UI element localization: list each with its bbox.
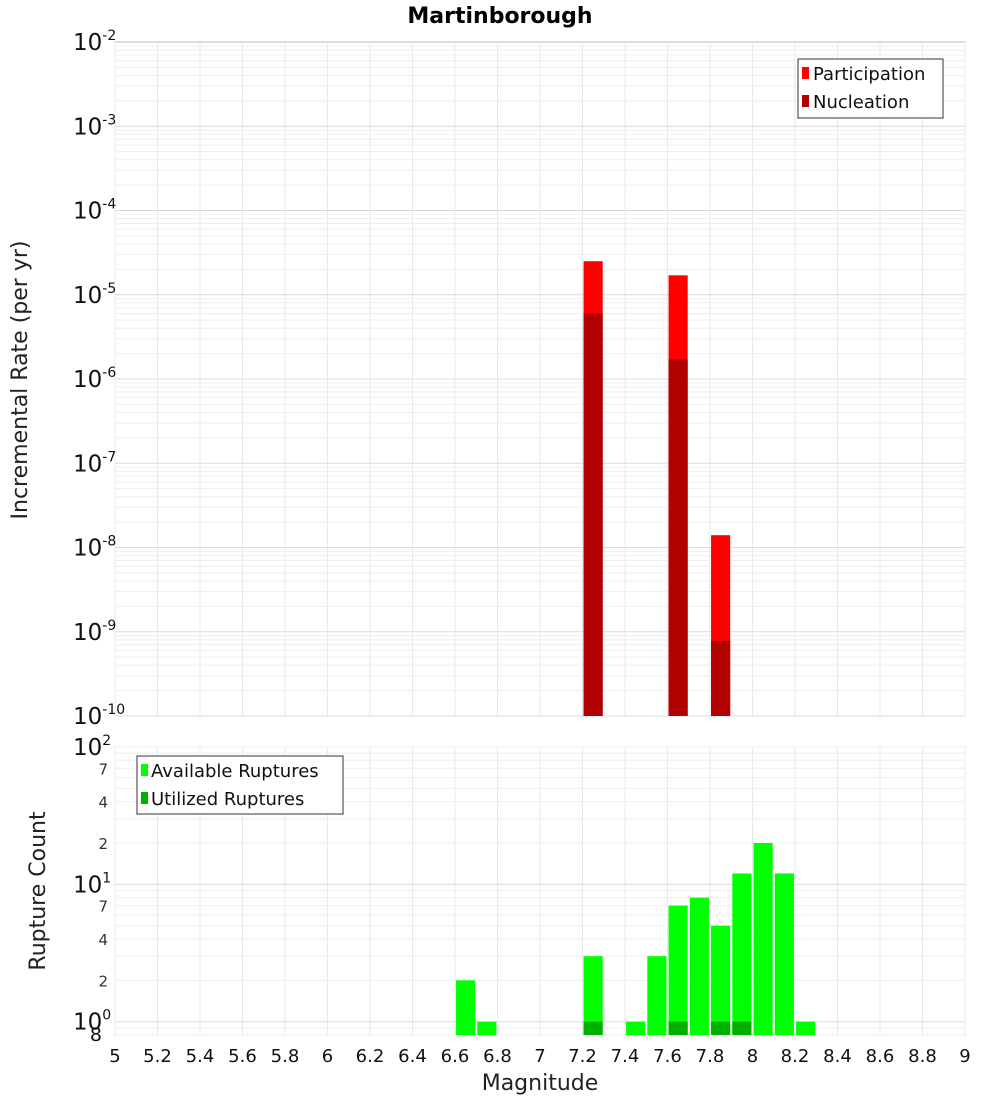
available-ruptures-bar bbox=[583, 956, 603, 1035]
x-tick-label: 6.6 bbox=[441, 1046, 470, 1067]
bottom-legend: Available Ruptures Utilized Ruptures bbox=[136, 755, 344, 815]
x-tick-label: 5.2 bbox=[143, 1046, 172, 1067]
top-y-ticks: 10-10 10-9 10-8 10-7 10-6 10-5 10-4 10-3 10-2 bbox=[73, 28, 125, 730]
x-tick-label: 8.2 bbox=[781, 1046, 810, 1067]
x-tick-label: 8.8 bbox=[908, 1046, 937, 1067]
bottom-y-tick-label: 100 bbox=[73, 1008, 111, 1036]
top-bars bbox=[583, 261, 731, 716]
available-ruptures-bar bbox=[689, 897, 709, 1035]
x-axis-label: Magnitude bbox=[482, 1071, 599, 1096]
top-y-tick-label: 10-9 bbox=[73, 618, 116, 646]
utilized-ruptures-bar bbox=[668, 1021, 688, 1035]
legend-available-swatch bbox=[141, 764, 148, 776]
x-tick-label: 5.6 bbox=[228, 1046, 257, 1067]
available-ruptures-bar bbox=[647, 956, 667, 1035]
bottom-y-axis-label: Rupture Count bbox=[26, 811, 51, 971]
available-ruptures-bar bbox=[796, 1021, 816, 1035]
top-chart: 10-10 10-9 10-8 10-7 10-6 10-5 10-4 10-3 10-2 In… bbox=[8, 28, 966, 730]
x-tick-label: 6.8 bbox=[483, 1046, 512, 1067]
legend-utilized-swatch bbox=[141, 792, 148, 804]
legend-participation-label: Participation bbox=[813, 64, 925, 85]
legend-participation-swatch bbox=[802, 67, 809, 79]
utilized-ruptures-bar bbox=[732, 1021, 752, 1035]
x-tick-label: 7.2 bbox=[568, 1046, 597, 1067]
x-tick-label: 6.2 bbox=[356, 1046, 385, 1067]
available-ruptures-bar bbox=[477, 1021, 497, 1035]
top-y-tick-label: 10-5 bbox=[73, 281, 116, 309]
x-tick-label: 7.6 bbox=[653, 1046, 682, 1067]
x-tick-label: 5.8 bbox=[271, 1046, 300, 1067]
x-tick-label: 9 bbox=[959, 1046, 970, 1067]
bottom-bars bbox=[456, 843, 816, 1035]
bottom-chart: 100 101 102 8 2 4 7 2 4 7 5 5.2 5.4 5.6 5.8 6 6.2 6.4 6.6… bbox=[26, 733, 971, 1096]
available-ruptures-bar bbox=[732, 873, 752, 1035]
top-y-tick-label: 10-7 bbox=[73, 449, 116, 477]
bottom-legend-box bbox=[136, 755, 344, 815]
legend-utilized-label: Utilized Ruptures bbox=[151, 789, 304, 810]
top-y-tick-label: 10-8 bbox=[73, 534, 116, 562]
utilized-ruptures-bar bbox=[583, 1021, 603, 1035]
available-ruptures-bar bbox=[456, 980, 476, 1035]
bottom-y-minor-tick-label: 2 bbox=[98, 835, 108, 853]
legend-available-label: Available Ruptures bbox=[151, 761, 319, 782]
bottom-x-ticks: 5 5.2 5.4 5.6 5.8 6 6.2 6.4 6.6 6.8 7 7.2 7.4 7.6 7.8 8… bbox=[109, 1046, 970, 1067]
top-y-tick-label: 10-3 bbox=[73, 112, 116, 140]
top-y-tick-label: 10-10 bbox=[73, 702, 125, 730]
x-tick-label: 7.4 bbox=[611, 1046, 640, 1067]
bottom-y-ticks: 100 101 102 8 2 4 7 2 4 7 bbox=[73, 733, 111, 1046]
top-y-tick-label: 10-6 bbox=[73, 365, 116, 393]
legend-nucleation-swatch bbox=[802, 95, 809, 107]
x-tick-label: 7.8 bbox=[696, 1046, 725, 1067]
bottom-y-tick-label: 101 bbox=[73, 870, 111, 898]
x-tick-label: 5.4 bbox=[186, 1046, 215, 1067]
available-ruptures-bar bbox=[774, 873, 794, 1035]
x-tick-label: 8.4 bbox=[823, 1046, 852, 1067]
available-ruptures-bar bbox=[753, 843, 773, 1035]
x-tick-label: 6 bbox=[322, 1046, 333, 1067]
bottom-y-minor-tick-label: 2 bbox=[98, 972, 108, 990]
top-legend-box bbox=[797, 58, 944, 119]
x-tick-label: 8.6 bbox=[866, 1046, 895, 1067]
bottom-y-minor-tick-label: 4 bbox=[98, 931, 108, 949]
bottom-y-minor-tick-label: 7 bbox=[98, 898, 108, 916]
bottom-y-minor-tick-label: 7 bbox=[98, 760, 108, 778]
available-ruptures-bar bbox=[711, 925, 731, 1035]
available-ruptures-bar bbox=[668, 905, 688, 1035]
legend-nucleation-label: Nucleation bbox=[813, 92, 909, 113]
nucleation-bar bbox=[711, 640, 731, 716]
x-tick-label: 6.4 bbox=[398, 1046, 427, 1067]
top-y-axis-label: Incremental Rate (per yr) bbox=[8, 241, 33, 520]
available-ruptures-bar bbox=[626, 1021, 646, 1035]
bottom-y-tick-label: 102 bbox=[73, 733, 111, 761]
bottom-grid bbox=[114, 746, 966, 1036]
top-y-tick-label: 10-4 bbox=[73, 197, 116, 225]
bottom-y-minor-tick-label: 4 bbox=[98, 794, 108, 812]
x-tick-label: 5 bbox=[109, 1046, 120, 1067]
top-grid bbox=[114, 42, 966, 717]
chart-title: Martinborough bbox=[407, 4, 592, 29]
bottom-y-minor-tick-label: 8 bbox=[90, 1024, 102, 1046]
top-legend: Participation Nucleation bbox=[797, 58, 944, 119]
nucleation-bar bbox=[583, 313, 603, 716]
x-tick-label: 8 bbox=[747, 1046, 758, 1067]
x-tick-label: 7 bbox=[534, 1046, 545, 1067]
nucleation-bar bbox=[668, 359, 688, 716]
top-y-tick-label: 10-2 bbox=[73, 28, 116, 56]
utilized-ruptures-bar bbox=[711, 1021, 731, 1035]
